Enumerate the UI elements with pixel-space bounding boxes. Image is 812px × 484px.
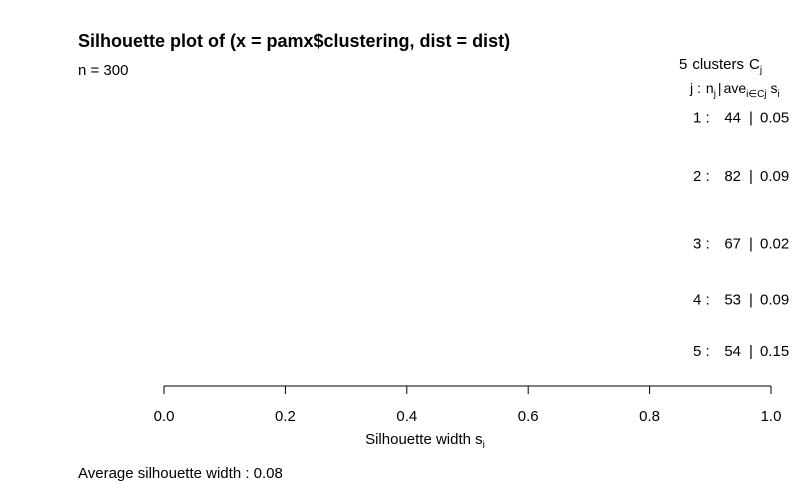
chart-title: Silhouette plot of (x = pamx$clustering,… bbox=[78, 31, 510, 51]
n-label: n = 300 bbox=[78, 62, 128, 79]
x-tick-label: 0.2 bbox=[275, 408, 296, 425]
x-axis: 0.0 0.2 0.4 0.6 0.8 1.0 bbox=[154, 385, 782, 425]
average-silhouette-width: Average silhouette width : 0.08 bbox=[78, 465, 283, 482]
x-tick-label: 0.8 bbox=[639, 408, 660, 425]
x-axis-label: Silhouette width si bbox=[365, 431, 485, 451]
x-tick-label: 0.4 bbox=[396, 408, 417, 425]
cluster-row-3: 3 :67 | 0.02 bbox=[693, 235, 789, 252]
legend-column-header: j : nj | avei∈Cj si bbox=[689, 80, 780, 100]
cluster-row-4: 4 :53 | 0.09 bbox=[693, 292, 789, 309]
cluster-row-1: 1 :44 | 0.05 bbox=[693, 109, 789, 126]
cluster-row-5: 5 :54 | 0.15 bbox=[693, 343, 789, 360]
x-tick-label: 0.0 bbox=[154, 408, 175, 425]
cluster-row-2: 2 :82 | 0.09 bbox=[693, 168, 789, 185]
cluster-summary-list: 1 :44 | 0.05 2 :82 | 0.09 3 :67 | 0.02 4 :53 | 0.09… bbox=[693, 109, 789, 359]
x-tick-label: 1.0 bbox=[761, 408, 782, 425]
x-tick-label: 0.6 bbox=[518, 408, 539, 425]
legend-cluster-count: 5 clusters Cj bbox=[679, 56, 762, 76]
